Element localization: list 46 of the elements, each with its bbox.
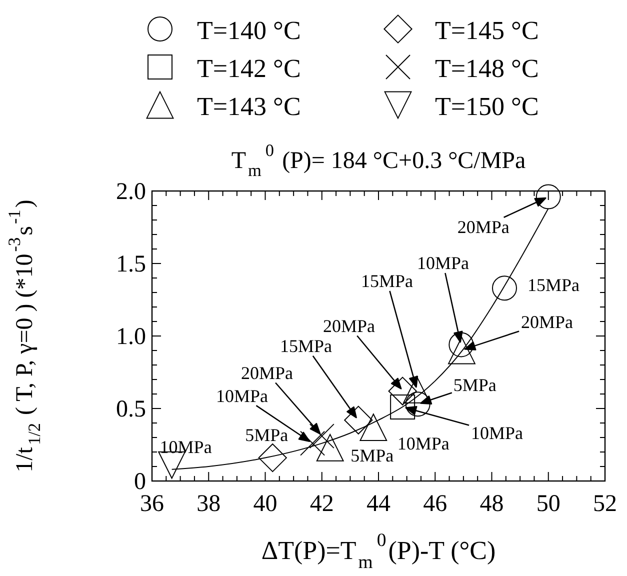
x-tick-label: 52 [593, 491, 617, 517]
annotation: 10MPa [416, 253, 470, 273]
point [344, 406, 373, 434]
point [300, 430, 326, 456]
annotation: 20MPa [520, 312, 574, 332]
legend-label: T=148 °C [435, 54, 539, 83]
point [258, 444, 287, 472]
annotation: 5MPa [245, 424, 288, 445]
point [448, 336, 476, 364]
point [360, 414, 388, 442]
legend-label: T=142 °C [197, 54, 301, 83]
annotation: 20MPa [240, 363, 294, 383]
annotation: 5MPa [453, 375, 496, 396]
point [390, 394, 416, 420]
legend-label: T=143 °C [197, 92, 301, 121]
legend-label: T=145 °C [435, 16, 539, 45]
x-tick-label: 38 [196, 491, 221, 517]
point [405, 392, 430, 417]
point [492, 276, 517, 301]
y-tick-label: 0.5 [116, 396, 146, 422]
y-tick-label: 1.0 [116, 324, 146, 350]
legend-label: T=140 °C [197, 16, 301, 45]
point [388, 376, 417, 406]
annotation: 10MPa [397, 433, 450, 454]
annotation: 20MPa [457, 216, 510, 237]
x-tick-label: 46 [423, 491, 448, 517]
x-axis-title: ΔT(P)=T$_{m}$$^{0}$(P)-T (°C) [261, 530, 496, 573]
legend-label: T=150 °C [435, 92, 539, 121]
point [536, 184, 561, 210]
y-tick-label: 1.5 [116, 252, 146, 278]
x-tick-label: 42 [310, 491, 334, 517]
annotation: 20MPa [322, 316, 376, 336]
x-tick-label: 50 [536, 491, 560, 517]
annotation: 10MPa [470, 423, 524, 443]
x-tick-label: 44 [366, 491, 390, 517]
x-tick-label: 48 [480, 491, 504, 517]
annotation: 10MPa [160, 437, 212, 458]
annotation: 15MPa [527, 275, 580, 296]
y-tick-label: 2.0 [116, 179, 146, 205]
annotation: 5MPa [350, 446, 394, 466]
annotation: 15MPa [360, 271, 414, 291]
annotation: 10MPa [216, 386, 268, 406]
x-tick-label: 40 [253, 491, 278, 517]
chart-title: T$_{m}$$^{0}$ (P)= 184 °C+0.3 °C/MPa [231, 141, 526, 180]
point [316, 434, 344, 462]
annotation: 15MPa [280, 336, 332, 356]
